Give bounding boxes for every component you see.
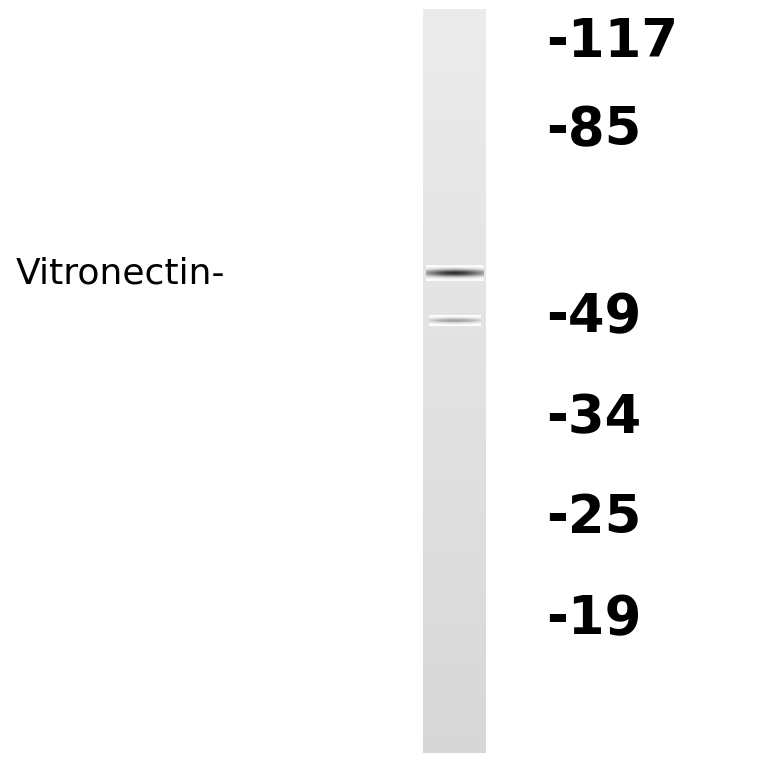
Text: -85: -85: [546, 104, 642, 156]
Text: Vitronectin-: Vitronectin-: [16, 257, 225, 290]
Text: -117: -117: [546, 16, 678, 68]
Text: -19: -19: [546, 593, 642, 645]
Text: -49: -49: [546, 291, 642, 343]
Text: -25: -25: [546, 492, 642, 544]
Text: -34: -34: [546, 393, 642, 445]
